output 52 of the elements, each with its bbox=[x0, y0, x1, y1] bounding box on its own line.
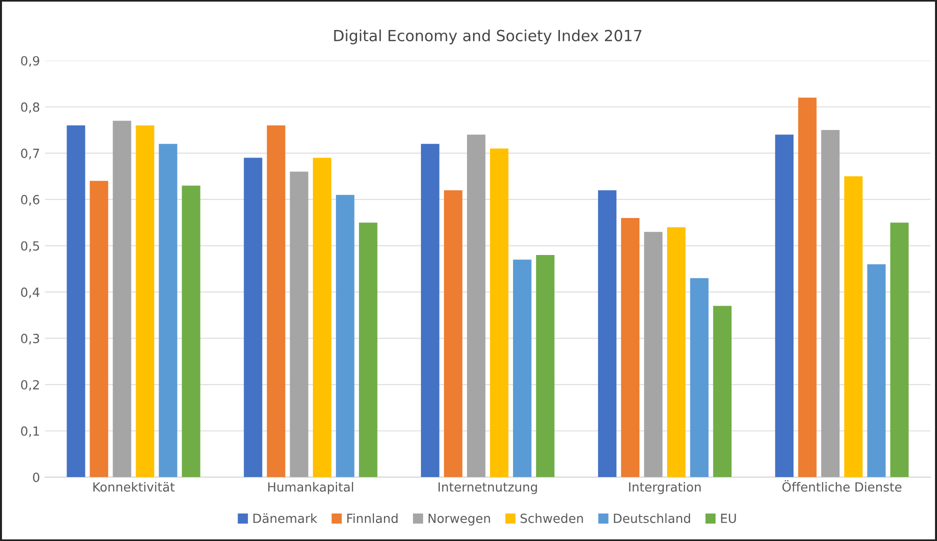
bar bbox=[158, 144, 178, 478]
bar bbox=[690, 278, 709, 478]
bar bbox=[444, 190, 462, 478]
legend-label: EU bbox=[721, 514, 736, 524]
x-tick-label: Humankapital bbox=[268, 482, 354, 494]
y-tick-label: 0,5 bbox=[21, 241, 40, 252]
bar bbox=[798, 98, 817, 478]
bar bbox=[266, 125, 286, 478]
y-tick-label: 0,2 bbox=[21, 380, 39, 391]
bar bbox=[644, 232, 662, 478]
y-tick-label: 0,6 bbox=[21, 194, 40, 206]
bar bbox=[867, 264, 886, 478]
bar bbox=[466, 134, 486, 478]
legend-label: Norwegen bbox=[428, 514, 490, 526]
x-tick-label: Öffentliche Dienste bbox=[782, 480, 902, 492]
bar bbox=[667, 227, 686, 478]
bar bbox=[182, 186, 200, 478]
legend-label: Finnland bbox=[347, 513, 398, 524]
bar bbox=[244, 158, 262, 478]
y-tick-label: 0,8 bbox=[21, 102, 40, 114]
x-tick-label: Internetnutzung bbox=[438, 482, 537, 494]
y-tick-label: 0 bbox=[32, 472, 40, 482]
bar bbox=[336, 194, 354, 478]
y-tick-label: 0,4 bbox=[21, 287, 40, 298]
bar bbox=[66, 125, 86, 478]
bar bbox=[821, 130, 840, 478]
bar bbox=[136, 125, 154, 478]
legend-label: Deutschland bbox=[614, 513, 690, 524]
bar bbox=[358, 222, 378, 478]
bar bbox=[775, 134, 794, 478]
bar bbox=[90, 180, 108, 478]
x-tick-label: Konnektivität bbox=[93, 482, 175, 492]
bar bbox=[598, 190, 616, 478]
bar bbox=[112, 120, 132, 478]
bar bbox=[536, 254, 554, 478]
bar bbox=[844, 176, 863, 478]
bar bbox=[513, 260, 532, 478]
y-tick-label: 0,1 bbox=[21, 426, 39, 438]
x-tick-label: Intergration bbox=[629, 482, 701, 494]
legend-label: Schweden bbox=[520, 513, 583, 524]
y-tick-label: 0,3 bbox=[21, 334, 40, 345]
bar bbox=[312, 158, 332, 478]
bar bbox=[490, 148, 508, 478]
legend-label: Dänemark bbox=[253, 513, 318, 524]
y-tick-label: 0,7 bbox=[21, 148, 40, 160]
chart-title: Digital Economy and Society Index 2017 bbox=[334, 30, 642, 44]
bar bbox=[713, 306, 732, 478]
bar bbox=[420, 144, 440, 478]
y-tick-label: 0,9 bbox=[21, 56, 40, 67]
bar bbox=[290, 172, 308, 478]
bar bbox=[890, 222, 909, 478]
bar bbox=[621, 218, 640, 478]
